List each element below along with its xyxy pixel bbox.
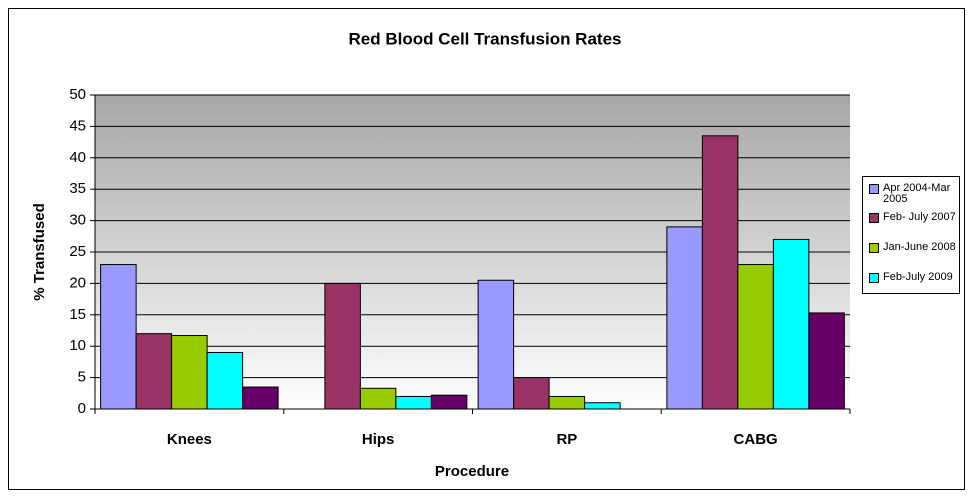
x-tick-label: CABG — [734, 431, 778, 448]
legend-swatch — [869, 213, 879, 223]
legend-item: Feb-July 2009 — [869, 272, 959, 283]
bar — [737, 264, 774, 410]
y-tick-label: 40 — [69, 149, 86, 166]
x-tick-label: RP — [556, 431, 577, 448]
y-tick-label: 15 — [69, 306, 86, 323]
bar — [772, 238, 810, 410]
bar — [513, 377, 550, 410]
y-axis-label: % Transfused — [31, 203, 48, 301]
legend-item: Jan-June 2008 — [869, 242, 959, 253]
bar — [100, 264, 137, 410]
bar — [430, 394, 468, 410]
x-axis-label: Procedure — [435, 463, 509, 480]
bar — [395, 395, 432, 410]
x-tick-label: Hips — [362, 431, 395, 448]
y-tick-label: 20 — [69, 274, 86, 291]
legend-item: Apr 2004-Mar 2005 — [869, 183, 959, 205]
y-tick-label: 45 — [69, 117, 86, 134]
bar — [548, 395, 586, 410]
bar — [324, 282, 361, 410]
bar — [808, 312, 845, 410]
legend-item: Feb- July 2007 — [869, 212, 959, 223]
legend-label: Feb- July 2007 — [883, 211, 956, 223]
bar — [171, 335, 208, 410]
legend-label: Feb-July 2009 — [883, 271, 953, 283]
legend: Apr 2004-Mar 2005 Feb- July 2007 Jan-June … — [862, 176, 960, 294]
chart-title: Red Blood Cell Transfusion Rates — [349, 29, 622, 48]
y-tick-label: 25 — [69, 243, 86, 260]
bar — [359, 387, 397, 410]
y-tick-label: 30 — [69, 212, 86, 229]
bar — [477, 279, 515, 410]
legend-label: Apr 2004-Mar 2005 — [883, 182, 951, 205]
legend-swatch — [869, 184, 879, 194]
x-tick-label: Knees — [167, 431, 212, 448]
bar — [135, 333, 173, 410]
y-tick-label: 10 — [69, 337, 86, 354]
y-tick-label: 0 — [78, 400, 86, 417]
bar — [584, 402, 621, 410]
legend-swatch — [869, 243, 879, 253]
y-tick-label: 50 — [69, 86, 86, 103]
bar — [701, 135, 739, 410]
bar — [206, 351, 244, 410]
bar — [666, 226, 703, 410]
legend-swatch — [869, 273, 879, 283]
legend-label: Jan-June 2008 — [883, 241, 956, 253]
y-tick-label: 5 — [78, 369, 86, 386]
y-tick-label: 35 — [69, 180, 86, 197]
bar — [242, 386, 279, 410]
